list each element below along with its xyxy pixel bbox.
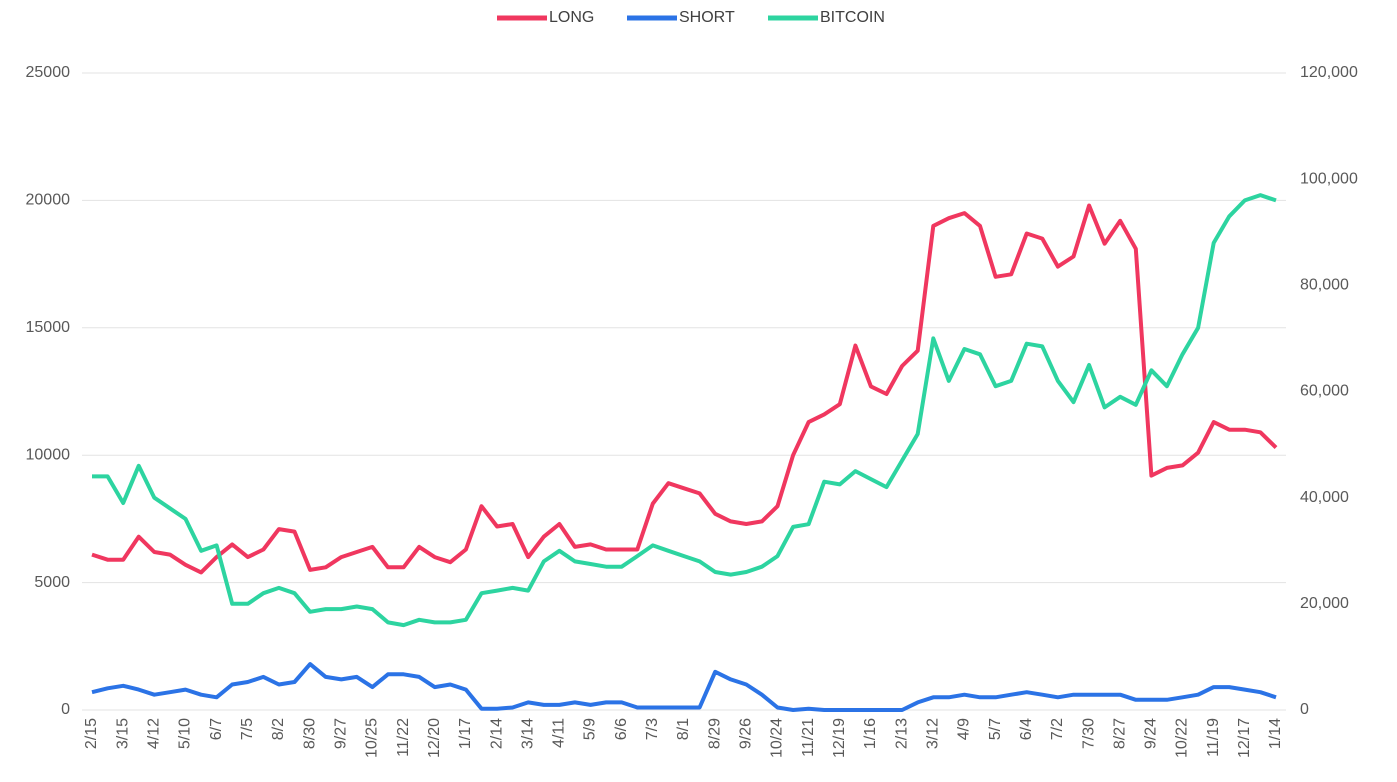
series-line xyxy=(91,203,1278,575)
x-tick-label: 3/15 xyxy=(114,718,131,749)
x-tick-label: 3/14 xyxy=(519,718,536,749)
x-tick-label: 1/14 xyxy=(1267,718,1284,749)
x-tick-label: 4/9 xyxy=(956,718,973,740)
x-tick-label: 10/22 xyxy=(1174,718,1191,758)
y-tick-label: 5000 xyxy=(34,574,70,591)
series-line xyxy=(92,193,1277,628)
x-tick-label: 8/1 xyxy=(675,718,692,740)
y2-tick-label: 100,000 xyxy=(1300,170,1358,187)
x-tick-label: 11/21 xyxy=(800,718,817,757)
x-tick-label: 1/16 xyxy=(862,718,879,749)
x-tick-label: 9/26 xyxy=(738,718,755,749)
x-tick-label: 6/6 xyxy=(613,718,630,740)
x-tick-label: 6/4 xyxy=(1018,718,1035,740)
y-tick-label: 0 xyxy=(61,701,70,718)
legend-label: SHORT xyxy=(679,9,735,26)
x-tick-label: 8/27 xyxy=(1111,718,1128,749)
x-tick-label: 10/25 xyxy=(364,718,381,758)
y-tick-label: 20000 xyxy=(26,192,71,209)
x-tick-label: 12/20 xyxy=(426,718,443,758)
legend-label: BITCOIN xyxy=(820,9,885,26)
x-tick-label: 5/9 xyxy=(582,718,599,740)
x-tick-label: 5/7 xyxy=(987,718,1004,740)
x-tick-label: 12/17 xyxy=(1236,718,1253,758)
x-tick-label: 7/30 xyxy=(1080,718,1097,749)
y2-tick-label: 20,000 xyxy=(1300,595,1349,612)
x-tick-label: 2/15 xyxy=(83,718,100,749)
x-tick-label: 12/19 xyxy=(831,718,848,758)
x-tick-label: 2/13 xyxy=(893,718,910,749)
x-tick-label: 7/2 xyxy=(1049,718,1066,740)
x-tick-label: 10/24 xyxy=(769,718,786,758)
x-tick-label: 8/29 xyxy=(706,718,723,749)
x-tick-label: 4/12 xyxy=(146,718,163,749)
y2-tick-label: 80,000 xyxy=(1300,277,1349,294)
x-tick-label: 11/19 xyxy=(1205,718,1222,757)
x-tick-label: 8/30 xyxy=(301,718,318,749)
x-tick-label: 7/5 xyxy=(239,718,256,740)
y2-tick-label: 120,000 xyxy=(1300,64,1358,81)
x-tick-label: 5/10 xyxy=(177,718,194,749)
y-tick-label: 10000 xyxy=(26,446,71,463)
x-tick-label: 6/7 xyxy=(208,718,225,740)
x-tick-label: 8/2 xyxy=(270,718,287,740)
x-tick-label: 1/17 xyxy=(457,718,474,749)
x-tick-label: 7/3 xyxy=(644,718,661,740)
series-line xyxy=(91,662,1277,712)
y2-tick-label: 40,000 xyxy=(1300,489,1349,506)
x-tick-label: 9/27 xyxy=(332,718,349,749)
y2-tick-label: 60,000 xyxy=(1300,383,1349,400)
x-tick-label: 3/12 xyxy=(924,718,941,749)
y-tick-label: 25000 xyxy=(26,64,71,81)
x-tick-label: 11/22 xyxy=(395,718,412,757)
y-tick-label: 15000 xyxy=(26,319,71,336)
y2-tick-label: 0 xyxy=(1300,701,1309,718)
x-tick-label: 9/24 xyxy=(1143,718,1160,749)
x-tick-label: 2/14 xyxy=(488,718,505,749)
legend-label: LONG xyxy=(549,9,594,26)
x-tick-label: 4/11 xyxy=(551,718,568,748)
